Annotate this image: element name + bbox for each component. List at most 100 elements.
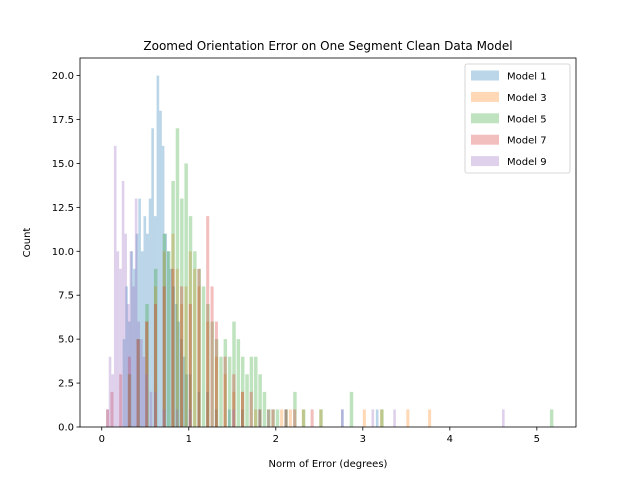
histogram-bar <box>184 163 188 427</box>
histogram-bar <box>223 339 228 427</box>
x-tick-label: 1 <box>186 434 192 445</box>
histogram-bar <box>145 304 149 427</box>
histogram-bar <box>159 110 162 428</box>
histogram-bar <box>127 374 131 427</box>
legend-swatch <box>471 134 499 145</box>
histogram-bar <box>206 304 210 427</box>
histogram-bar <box>288 409 292 427</box>
histogram-bar <box>502 409 505 427</box>
bars-layer <box>106 75 554 428</box>
histogram-bar <box>197 286 201 427</box>
histogram-bar <box>232 409 235 427</box>
histogram-bar <box>171 181 175 427</box>
chart-title: Zoomed Orientation Error on One Segment … <box>143 39 512 53</box>
histogram-bar <box>227 409 231 427</box>
histogram-bar <box>375 409 379 427</box>
histogram-bar <box>301 409 306 427</box>
legend-label: Model 5 <box>507 114 547 125</box>
x-tick-label: 3 <box>360 434 366 445</box>
histogram-bar <box>214 339 219 427</box>
histogram-bar <box>153 268 158 427</box>
histogram-bar <box>140 339 143 427</box>
series-model-7 <box>106 216 314 427</box>
legend-label: Model 1 <box>507 72 547 83</box>
x-axis-label: Norm of Error (degrees) <box>269 459 388 470</box>
histogram-bar <box>267 409 271 427</box>
histogram-bar <box>184 286 188 427</box>
legend-swatch <box>471 156 499 167</box>
histogram-bar <box>319 409 323 427</box>
histogram-bar <box>223 374 227 427</box>
histogram-bar <box>133 268 136 427</box>
histogram-bar <box>362 409 366 427</box>
histogram-bar <box>240 391 245 427</box>
histogram-bar <box>245 374 249 427</box>
histogram-bar <box>126 304 130 427</box>
series-model-3 <box>127 233 432 427</box>
histogram-bar <box>136 339 140 427</box>
histogram-bar <box>193 268 197 427</box>
y-tick-label: 10.0 <box>52 247 74 258</box>
histogram-bar <box>284 409 288 427</box>
histogram-bar <box>219 356 223 427</box>
histogram-bar <box>267 409 270 427</box>
histogram-bar <box>188 374 192 427</box>
histogram-bar <box>214 321 218 427</box>
histogram-bar <box>119 374 123 427</box>
histogram-bar <box>124 233 127 427</box>
histogram-bar <box>341 409 344 427</box>
series-model-5 <box>127 128 554 428</box>
histogram-bar <box>153 391 157 427</box>
histogram-bar <box>349 391 354 427</box>
series-model-9 <box>106 145 505 428</box>
histogram-bar <box>371 409 375 427</box>
legend-box <box>464 63 571 174</box>
histogram-bar <box>110 391 114 427</box>
histogram-bar <box>153 216 157 427</box>
y-tick-label: 7.5 <box>58 291 74 302</box>
histogram-bar <box>193 251 197 427</box>
histogram-bar <box>111 374 114 427</box>
histogram-bar <box>280 409 284 427</box>
y-tick-label: 17.5 <box>52 115 74 126</box>
histogram-bar <box>380 409 384 427</box>
histogram-bar <box>240 391 245 427</box>
histogram-bar <box>206 216 210 427</box>
histogram-bar <box>153 304 158 427</box>
histogram-bar <box>258 409 262 427</box>
histogram-bar <box>145 374 148 427</box>
legend-swatch <box>471 70 499 81</box>
histogram-bar <box>188 304 192 427</box>
histogram-bar <box>185 374 188 427</box>
histogram-bar <box>130 251 134 427</box>
histogram-bar <box>116 251 120 427</box>
histogram-bar <box>240 356 245 427</box>
histogram-bar <box>125 286 128 427</box>
histogram-bar <box>214 356 218 427</box>
histogram-bar <box>182 356 186 427</box>
histogram-bar <box>393 409 396 427</box>
y-tick-label: 0.0 <box>58 423 74 434</box>
histogram-bar <box>188 251 192 427</box>
histogram-bar <box>127 356 131 427</box>
histogram-bar <box>135 233 139 427</box>
histogram-bar <box>162 233 167 427</box>
histogram-bar <box>167 251 171 427</box>
histogram-bar <box>136 339 140 427</box>
plot-frame <box>79 57 577 428</box>
legend-label: Model 3 <box>507 93 547 104</box>
y-tick-label: 5.0 <box>58 335 74 346</box>
histogram-bar <box>174 304 178 427</box>
histogram-bar <box>223 356 227 427</box>
y-tick-label: 2.5 <box>58 379 74 390</box>
histogram-bar <box>258 409 261 427</box>
histogram-bar <box>254 356 258 427</box>
histogram-bar <box>136 339 141 427</box>
histogram-bar <box>132 286 135 427</box>
histogram-bar <box>210 321 215 427</box>
histogram-bar <box>108 356 112 427</box>
histogram-bar <box>122 339 126 427</box>
histogram-bar <box>201 286 206 427</box>
